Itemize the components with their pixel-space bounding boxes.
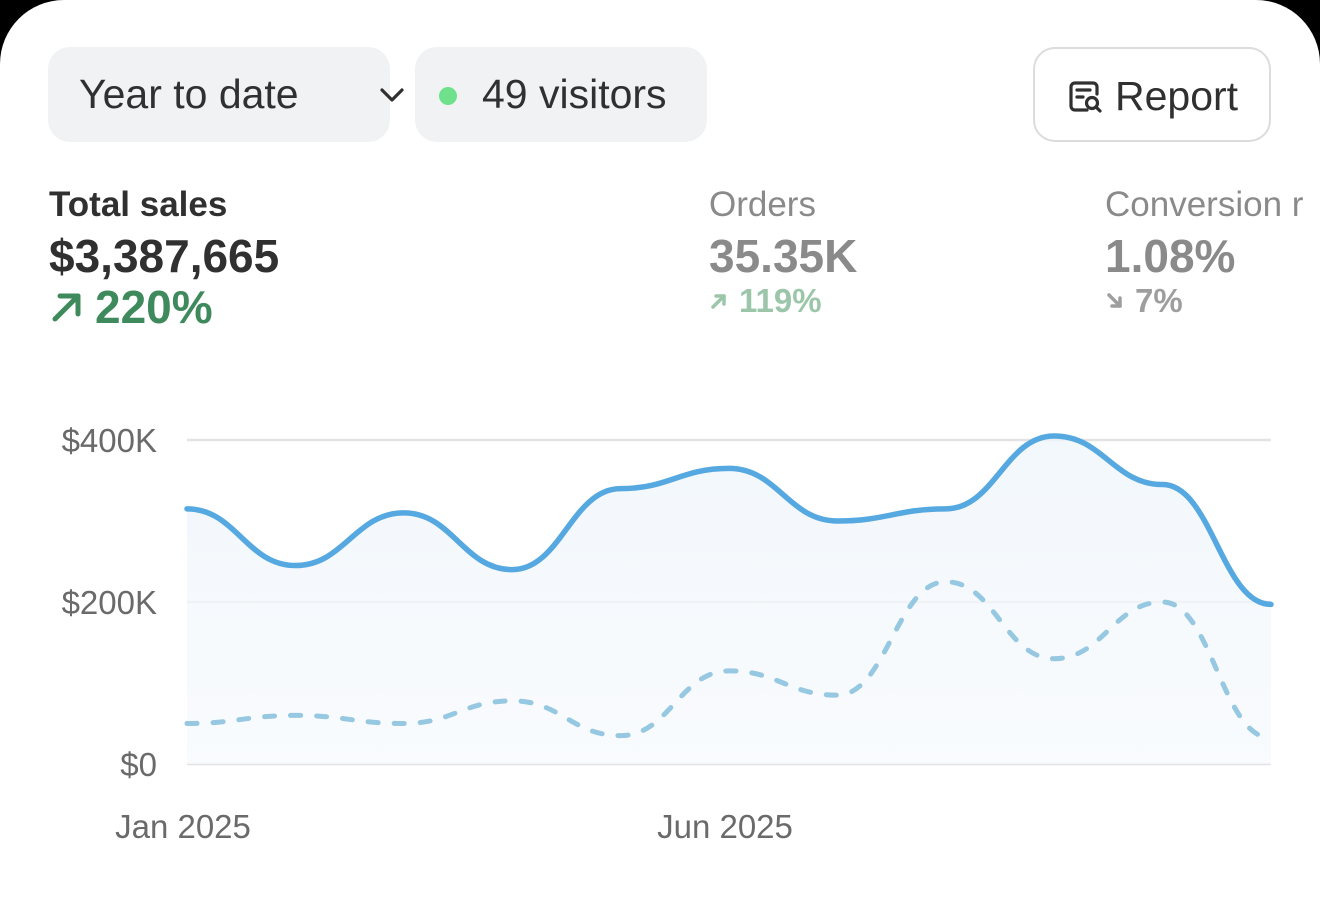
arrow-down-right-icon	[1107, 293, 1122, 308]
arrow-up-right-icon	[711, 294, 726, 309]
visitors-label: 49 visitors	[482, 71, 667, 117]
date-range-label: Year to date	[79, 71, 299, 117]
metric-label: Total sales	[49, 185, 228, 224]
metric-total-sales[interactable]: Total sales $3,387,665 220%	[49, 184, 279, 334]
y-tick-label: $0	[120, 746, 157, 783]
chevron-down-icon	[380, 88, 404, 102]
live-status-dot-icon	[439, 87, 457, 105]
report-label: Report	[1115, 73, 1239, 119]
metric-delta: 220%	[49, 280, 279, 334]
metric-delta-value: 220%	[95, 281, 213, 333]
comparison-series-line[interactable]	[184, 579, 1274, 741]
sales-line-chart: $0 $200K $400K Jan 2025 Jun 2025	[62, 422, 1274, 845]
series-area	[187, 435, 1271, 764]
y-tick-label: $200K	[62, 584, 157, 621]
metric-orders[interactable]: Orders 35.35K 119%	[709, 184, 857, 320]
metric-value: 35.35K	[709, 230, 858, 282]
metric-value: 1.08%	[1105, 230, 1236, 282]
metric-delta-value: 7%	[1135, 282, 1183, 319]
metric-value: $3,387,665	[49, 230, 280, 282]
x-tick-label: Jun 2025	[657, 808, 793, 845]
metric-delta: 119%	[709, 282, 857, 320]
current-series-line[interactable]	[184, 433, 1274, 608]
report-search-icon	[1069, 81, 1102, 113]
report-button[interactable]: Report	[1033, 47, 1271, 142]
metric-conversion-rate[interactable]: Conversion r 1.08% 7%	[1105, 184, 1320, 320]
metric-delta-value: 119%	[739, 282, 822, 319]
metric-delta: 7%	[1105, 282, 1320, 320]
x-tick-label: Jan 2025	[115, 808, 251, 845]
live-visitors-badge[interactable]: 49 visitors	[415, 47, 707, 142]
metric-label: Orders	[709, 185, 816, 224]
arrow-up-right-icon	[52, 293, 81, 322]
metric-label: Conversion r	[1105, 185, 1304, 224]
y-tick-label: $400K	[62, 422, 157, 459]
date-range-dropdown[interactable]: Year to date	[48, 47, 404, 142]
